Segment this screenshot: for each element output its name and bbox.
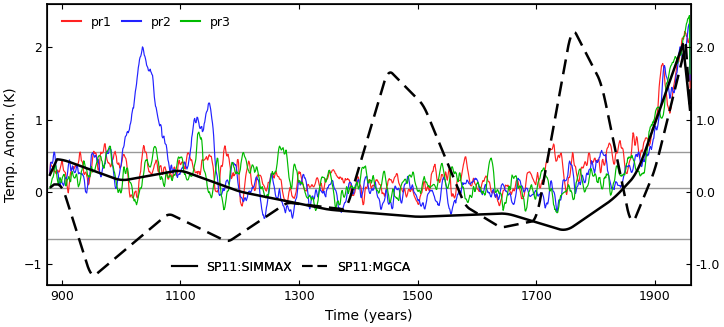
Y-axis label: Temp. Anom. (K): Temp. Anom. (K) [4, 88, 18, 202]
X-axis label: Time (years): Time (years) [325, 309, 413, 323]
Legend: SP11:SIMMAX, SP11:MGCA: SP11:SIMMAX, SP11:MGCA [169, 258, 413, 276]
